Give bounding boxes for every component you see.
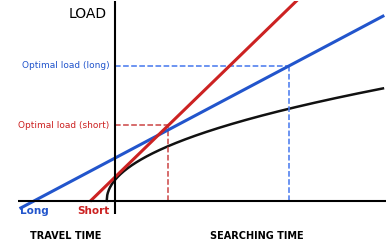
- Text: LOAD: LOAD: [68, 7, 107, 21]
- Text: Long: Long: [20, 205, 49, 216]
- Text: Short: Short: [77, 205, 110, 216]
- Text: Optimal load (long): Optimal load (long): [22, 61, 110, 70]
- Text: Optimal load (short): Optimal load (short): [18, 121, 110, 130]
- Text: TRAVEL TIME: TRAVEL TIME: [30, 231, 102, 240]
- Text: SEARCHING TIME: SEARCHING TIME: [210, 231, 304, 240]
